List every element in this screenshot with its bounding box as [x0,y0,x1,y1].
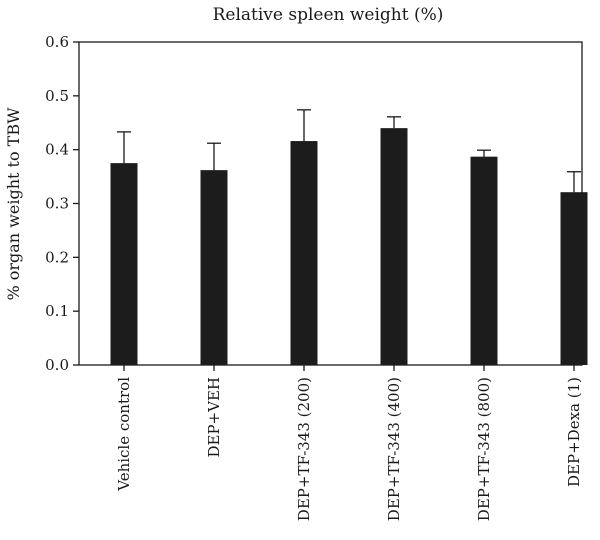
bar [110,163,138,365]
x-category-label: DEP+TF-343 (400) [385,377,403,521]
bars-group [110,128,588,365]
x-axis: Vehicle control DEP+VEH DEP+TF-343 (200) DE… [115,365,583,521]
bar [290,141,318,365]
x-category-label: Vehicle control [115,377,133,492]
x-category-label: DEP+TF-343 (200) [295,377,313,521]
bar [200,170,228,365]
x-category-label: DEP+Dexa (1) [565,377,583,487]
bar [380,128,408,365]
y-tick-label: 0.4 [45,141,69,159]
bar [470,156,498,365]
y-axis-label: % organ weight to TBW [4,107,23,301]
y-tick-label: 0.0 [45,356,69,374]
error-bars-group [117,109,581,193]
y-tick-label: 0.2 [45,248,69,266]
y-tick-label: 0.1 [45,302,69,320]
plot-frame [78,41,583,366]
bar [560,192,588,365]
y-axis: 0.0 0.1 0.2 0.3 0.4 0.5 0.6 [45,33,79,374]
x-category-label: DEP+VEH [205,377,223,458]
y-tick-label: 0.6 [45,33,69,51]
y-tick-label: 0.3 [45,195,69,213]
chart-title: Relative spleen weight (%) [213,5,444,25]
x-category-label: DEP+TF-343 (800) [475,377,493,521]
y-tick-label: 0.5 [45,87,69,105]
